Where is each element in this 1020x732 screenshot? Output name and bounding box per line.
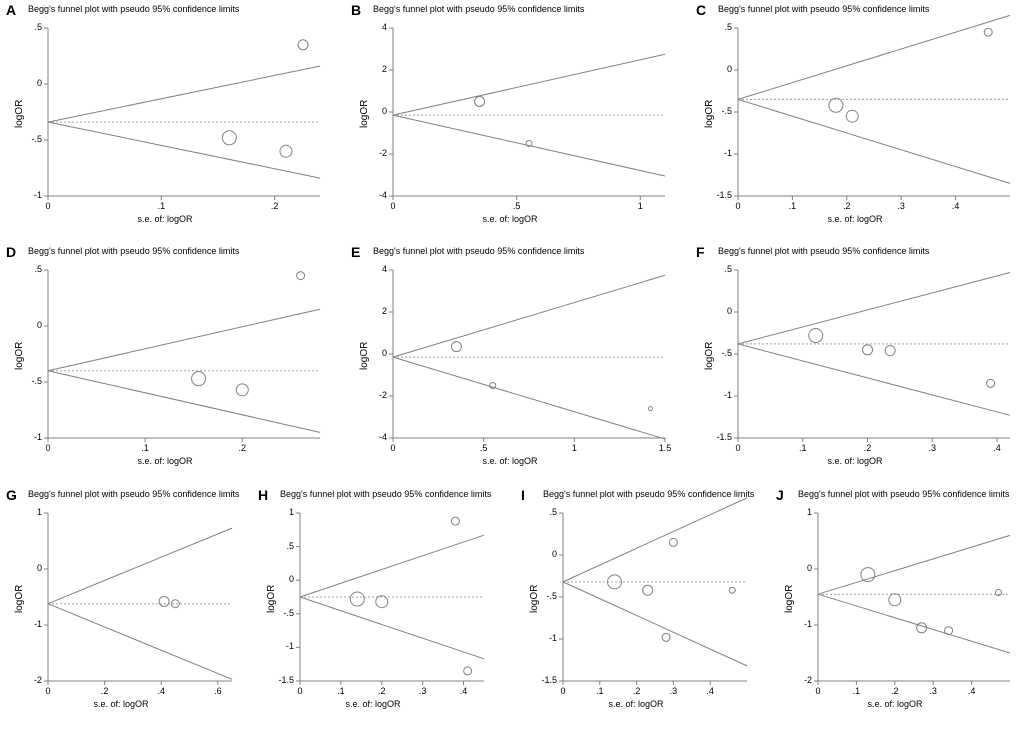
panel-G: GBegg's funnel plot with pseudo 95% conf…: [0, 485, 242, 717]
y-axis-label: logOR: [14, 342, 25, 370]
funnel-plot: [252, 485, 494, 717]
funnel-plot: [0, 0, 330, 232]
y-axis-label: logOR: [529, 585, 540, 613]
y-axis-label: logOR: [14, 100, 25, 128]
figure-grid: ABegg's funnel plot with pseudo 95% conf…: [0, 0, 1020, 732]
funnel-plot: [0, 242, 330, 474]
y-axis-label: logOR: [784, 585, 795, 613]
x-axis-label: s.e. of: logOR: [690, 214, 1020, 224]
panel-A: ABegg's funnel plot with pseudo 95% conf…: [0, 0, 330, 232]
funnel-plot: [770, 485, 1020, 717]
x-axis-label: s.e. of: logOR: [345, 214, 675, 224]
funnel-plot: [0, 485, 242, 717]
x-axis-label: s.e. of: logOR: [345, 456, 675, 466]
panel-I: IBegg's funnel plot with pseudo 95% conf…: [515, 485, 757, 717]
x-axis-label: s.e. of: logOR: [690, 456, 1020, 466]
y-axis-label: logOR: [359, 100, 370, 128]
y-axis-label: logOR: [704, 342, 715, 370]
funnel-plot: [515, 485, 757, 717]
panel-J: JBegg's funnel plot with pseudo 95% conf…: [770, 485, 1020, 717]
x-axis-label: s.e. of: logOR: [252, 699, 494, 709]
y-axis-label: logOR: [359, 342, 370, 370]
y-axis-label: logOR: [14, 585, 25, 613]
y-axis-label: logOR: [704, 100, 715, 128]
x-axis-label: s.e. of: logOR: [0, 456, 330, 466]
panel-B: BBegg's funnel plot with pseudo 95% conf…: [345, 0, 675, 232]
x-axis-label: s.e. of: logOR: [770, 699, 1020, 709]
panel-D: DBegg's funnel plot with pseudo 95% conf…: [0, 242, 330, 474]
x-axis-label: s.e. of: logOR: [0, 699, 242, 709]
funnel-plot: [690, 242, 1020, 474]
y-axis-label: logOR: [266, 585, 277, 613]
panel-C: CBegg's funnel plot with pseudo 95% conf…: [690, 0, 1020, 232]
x-axis-label: s.e. of: logOR: [0, 214, 330, 224]
x-axis-label: s.e. of: logOR: [515, 699, 757, 709]
funnel-plot: [690, 0, 1020, 232]
panel-H: HBegg's funnel plot with pseudo 95% conf…: [252, 485, 494, 717]
funnel-plot: [345, 0, 675, 232]
panel-F: FBegg's funnel plot with pseudo 95% conf…: [690, 242, 1020, 474]
panel-E: EBegg's funnel plot with pseudo 95% conf…: [345, 242, 675, 474]
funnel-plot: [345, 242, 675, 474]
